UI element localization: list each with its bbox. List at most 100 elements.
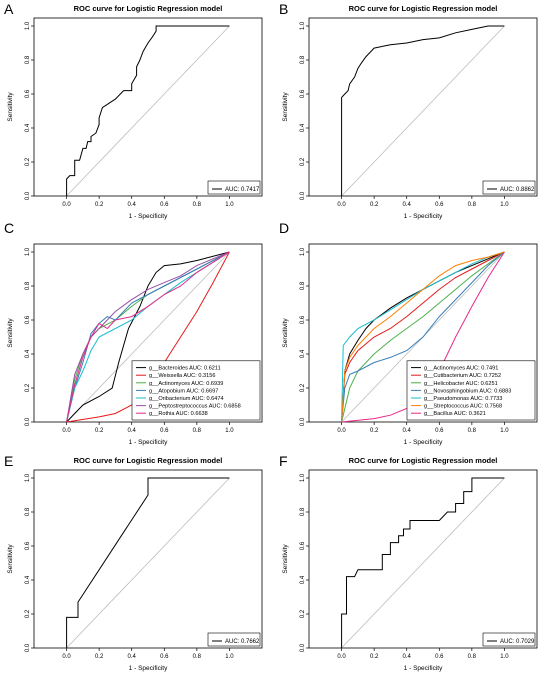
panel-c: C 0.0 0.2 0.4 0.6 0.8 1.0 0.0 0.2 0.4 0.6 0.8 1.0 1 … <box>0 220 275 452</box>
x-tick-label: 0.8 <box>468 202 477 208</box>
plot-frame <box>308 469 538 649</box>
y-tick-label: 0.2 <box>300 157 306 166</box>
legend-entry: g__Weissella AUC: 0.3156 <box>149 373 215 379</box>
x-tick-label: 0.0 <box>337 202 346 208</box>
y-axis-label: Sensitivity <box>7 318 14 348</box>
legend-entry: g__Bacteroides AUC: 0.6211 <box>149 366 221 372</box>
x-tick-label: 1.0 <box>500 428 509 434</box>
panel-letter: C <box>4 220 15 236</box>
x-tick-label: 0.4 <box>128 428 137 434</box>
reference-diagonal <box>66 477 230 649</box>
panel-letter: F <box>279 453 288 469</box>
x-tick-label: 0.0 <box>337 428 346 434</box>
roc-series-line <box>341 251 505 423</box>
legend-box <box>131 360 261 421</box>
reference-diagonal <box>66 251 230 423</box>
legend-box <box>207 632 261 647</box>
legend-box <box>482 632 536 647</box>
y-tick-label: 0.8 <box>300 55 306 64</box>
y-tick-label: 0.8 <box>25 55 31 64</box>
roc-series-line <box>66 251 230 423</box>
panel-letter: B <box>279 1 289 17</box>
x-tick-label: 1.0 <box>500 202 509 208</box>
y-tick-label: 0.4 <box>300 575 306 584</box>
x-axis-label: 1 - Specificity <box>404 439 443 446</box>
x-tick-label: 0.8 <box>468 428 477 434</box>
x-tick-label: 0.4 <box>403 654 412 660</box>
x-tick-label: 0.2 <box>370 202 379 208</box>
x-tick-label: 0.4 <box>128 202 137 208</box>
legend-entry: g__Atopobium AUC: 0.6697 <box>149 388 218 394</box>
y-axis-label: Sensitivity <box>282 544 289 574</box>
y-tick-label: 0.4 <box>25 123 31 132</box>
y-tick-label: 0.6 <box>300 89 306 98</box>
x-tick-label: 0.8 <box>193 428 202 434</box>
y-tick-label: 1.0 <box>25 247 31 256</box>
x-tick-label: 0.2 <box>95 428 104 434</box>
y-tick-label: 0.2 <box>300 609 306 618</box>
x-tick-label: 1.0 <box>225 654 234 660</box>
roc-chart: ROC curve for Logistic Regression model 0… <box>7 456 263 672</box>
legend-entry: g__Peptostreptococcus AUC: 0.6858 <box>149 404 241 410</box>
reference-diagonal <box>341 25 505 197</box>
x-axis-label: 1 - Specificity <box>129 439 168 446</box>
y-tick-label: 0.2 <box>25 609 31 618</box>
y-tick-label: 0.8 <box>25 507 31 516</box>
panel-a: A ROC curve for Logistic Regression mode… <box>0 0 275 226</box>
x-tick-label: 0.8 <box>468 654 477 660</box>
panel-d: D 0.0 0.2 0.4 0.6 0.8 1.0 0.0 0.2 0.4 0.6 0.8 1.0 1 … <box>275 220 550 452</box>
roc-chart: 0.0 0.2 0.4 0.6 0.8 1.0 0.0 0.2 0.4 0.6 0.8 1.0 1 - … <box>7 243 263 446</box>
roc-series-line <box>66 251 230 423</box>
x-tick-label: 0.6 <box>435 654 444 660</box>
y-tick-label: 0.0 <box>300 643 306 652</box>
x-tick-label: 0.6 <box>160 654 169 660</box>
legend-entry: g__Streptococcus AUC: 0.7568 <box>424 404 502 410</box>
x-tick-label: 0.6 <box>160 202 169 208</box>
x-tick-label: 0.4 <box>128 654 137 660</box>
y-tick-label: 0.0 <box>25 191 31 200</box>
y-tick-label: 0.6 <box>25 541 31 550</box>
legend-entry: AUC: 0.7029 <box>500 639 535 645</box>
legend-entry: g__Actinomyces AUC: 0.7491 <box>424 366 498 372</box>
y-tick-label: 0.0 <box>300 191 306 200</box>
legend-entry: g__Actinomyces AUC: 0.6939 <box>149 381 223 387</box>
x-tick-label: 0.0 <box>62 428 71 434</box>
legend-box <box>406 360 536 421</box>
legend-entry: AUC: 0.7662 <box>225 639 260 645</box>
x-tick-label: 0.6 <box>435 202 444 208</box>
y-tick-label: 1.0 <box>25 21 31 30</box>
x-axis-label: 1 - Specificity <box>404 213 443 220</box>
y-tick-label: 0.0 <box>25 643 31 652</box>
roc-series-line <box>341 251 505 423</box>
x-tick-label: 0.2 <box>370 428 379 434</box>
x-tick-label: 0.0 <box>62 654 71 660</box>
chart-title: ROC curve for Logistic Regression model <box>349 456 498 465</box>
y-tick-label: 0.8 <box>25 281 31 290</box>
roc-chart: ROC curve for Logistic Regression model 0… <box>282 4 538 220</box>
panel-letter: D <box>279 220 290 236</box>
plot-frame <box>33 469 263 649</box>
y-tick-label: 0.0 <box>300 417 306 426</box>
x-tick-label: 0.8 <box>193 654 202 660</box>
plot-frame <box>33 243 263 423</box>
x-tick-label: 0.2 <box>95 654 104 660</box>
y-tick-label: 0.6 <box>25 315 31 324</box>
y-tick-label: 0.2 <box>300 383 306 392</box>
roc-series-line <box>341 251 505 423</box>
x-axis-label: 1 - Specificity <box>404 665 443 672</box>
y-tick-label: 0.8 <box>300 281 306 290</box>
x-tick-label: 1.0 <box>225 428 234 434</box>
legend-entry: g__Cutibacterium AUC: 0.7252 <box>424 373 501 379</box>
y-tick-label: 0.4 <box>300 349 306 358</box>
y-tick-label: 0.6 <box>300 541 306 550</box>
plot-frame <box>308 243 538 423</box>
x-tick-label: 0.6 <box>435 428 444 434</box>
panel-b: B ROC curve for Logistic Regression mode… <box>275 0 550 226</box>
roc-series-line <box>66 251 230 423</box>
x-tick-label: 1.0 <box>500 654 509 660</box>
x-tick-label: 0.2 <box>370 654 379 660</box>
reference-diagonal <box>341 477 505 649</box>
roc-series-line <box>341 477 505 648</box>
y-tick-label: 0.4 <box>25 575 31 584</box>
y-tick-label: 0.6 <box>300 315 306 324</box>
